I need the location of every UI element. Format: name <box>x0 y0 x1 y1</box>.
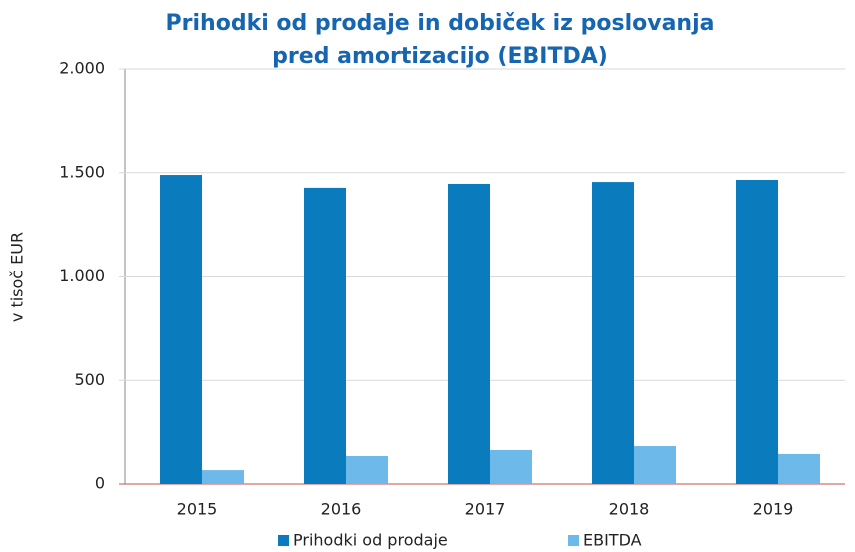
legend-swatch <box>568 535 579 546</box>
y-tick-label: 0 <box>95 474 105 493</box>
legend-label: Prihodki od prodaje <box>293 531 448 550</box>
bar <box>448 183 490 484</box>
x-tick-label: 2019 <box>753 500 794 519</box>
bar <box>304 187 346 484</box>
bar <box>202 470 244 484</box>
x-tick-label: 2015 <box>177 500 218 519</box>
chart-title: Prihodki od prodaje in dobiček iz poslov… <box>166 11 715 36</box>
bar <box>490 449 532 484</box>
y-tick-label: 1.500 <box>59 162 105 181</box>
bar <box>778 453 820 484</box>
y-axis-label: v tisoč EUR <box>8 232 27 322</box>
legend-swatch <box>278 535 289 546</box>
x-tick-label: 2016 <box>321 500 362 519</box>
x-tick-label: 2017 <box>465 500 506 519</box>
bar <box>736 180 778 484</box>
y-tick-label: 2.000 <box>59 59 105 78</box>
y-tick-label: 500 <box>74 370 105 389</box>
y-tick-label: 1.000 <box>59 266 105 285</box>
legend-label: EBITDA <box>583 531 642 550</box>
bar <box>592 182 634 484</box>
bar <box>160 175 202 484</box>
bar <box>634 446 676 484</box>
bar <box>346 455 388 484</box>
chart-title: pred amortizacijo (EBITDA) <box>272 44 608 69</box>
x-tick-label: 2018 <box>609 500 650 519</box>
